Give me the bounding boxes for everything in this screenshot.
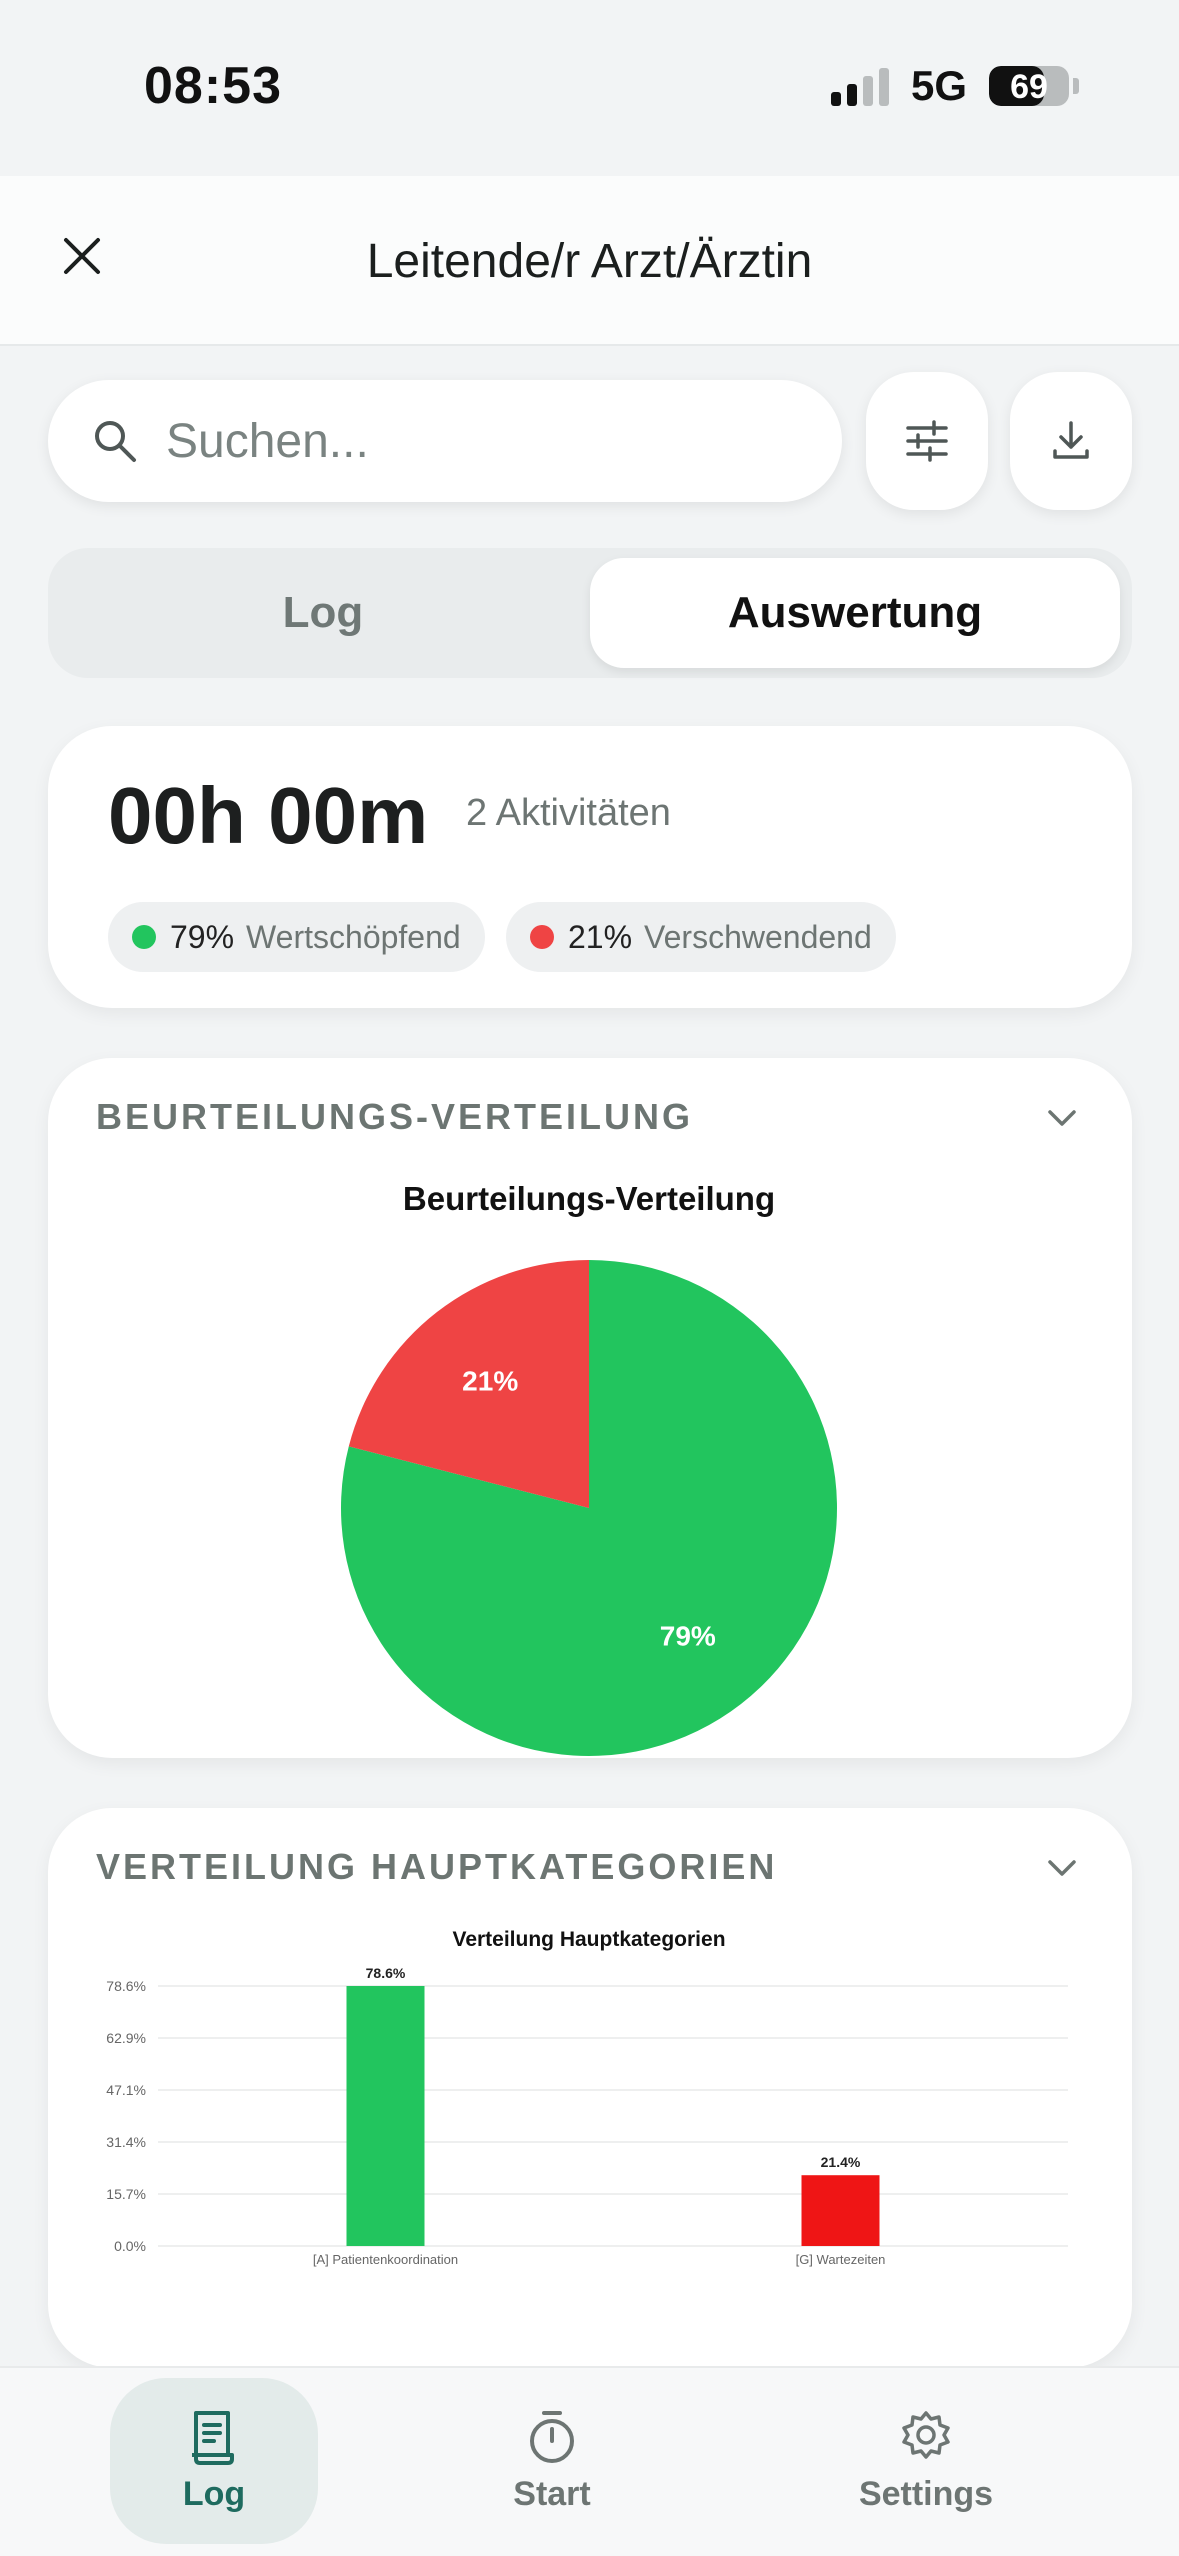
filter-button[interactable]: [866, 372, 988, 510]
status-bar: 08:53 5G 69: [0, 0, 1179, 176]
bar-value-label: 78.6%: [366, 1965, 406, 1981]
bar: [346, 1986, 425, 2246]
search-bar[interactable]: [48, 380, 842, 502]
network-label: 5G: [910, 62, 967, 109]
bar: [801, 2175, 880, 2246]
signal-icon: [830, 66, 889, 106]
y-tick-label: 0.0%: [114, 2238, 146, 2254]
nav-label: Log: [182, 2474, 246, 2513]
nav-log[interactable]: Log: [110, 2378, 318, 2544]
nav-settings[interactable]: Settings: [826, 2378, 1026, 2544]
y-tick-label: 62.9%: [106, 2030, 146, 2046]
x-tick-label: [G] Wartezeiten: [796, 2252, 886, 2267]
tab-auswertung[interactable]: Auswertung: [590, 558, 1120, 668]
status-indicators: 5G 69: [830, 62, 1079, 110]
total-duration: 00h 00m: [108, 771, 429, 860]
y-tick-label: 78.6%: [106, 1978, 146, 1994]
tab-log[interactable]: Log: [282, 588, 364, 637]
download-button[interactable]: [1010, 372, 1132, 510]
value-adding-badge: 79% Wertschöpfend: [108, 902, 485, 972]
page-header: Leitende/r Arzt/Ärztin: [0, 176, 1179, 346]
chevron-down-icon[interactable]: [1044, 1106, 1080, 1130]
search-icon: [95, 421, 136, 462]
y-tick-label: 15.7%: [106, 2186, 146, 2202]
bar-chart: Verteilung Hauptkategorien 0.0% 15.7% 31.4…: [106, 1928, 1068, 2267]
gear-icon: [902, 2410, 950, 2459]
green-dot: [132, 925, 156, 949]
waste-badge: 21% Verschwendend: [506, 902, 896, 972]
chevron-down-icon[interactable]: [1044, 1856, 1080, 1880]
bottom-navigation: Log Start Settings: [0, 2366, 1179, 2556]
beurteilung-section: BEURTEILUNGS-VERTEILUNG Beurteilungs-Ver…: [48, 1058, 1132, 1758]
slice-label: 79%: [660, 1620, 716, 1651]
close-button[interactable]: [52, 226, 112, 286]
battery-tip: [1073, 78, 1079, 94]
slice-label: 21%: [462, 1366, 518, 1397]
battery-level: 69: [1010, 68, 1048, 106]
bar-value-label: 21.4%: [821, 2154, 861, 2170]
search-input[interactable]: [166, 413, 766, 469]
download-icon: [1053, 421, 1089, 459]
pie-chart: Beurteilungs-Verteilung 79% 21%: [341, 1180, 837, 1756]
badge-percent: 79%: [170, 918, 235, 955]
section-title: VERTEILUNG HAUPTKATEGORIEN: [96, 1846, 778, 1887]
stopwatch-icon: [530, 2410, 574, 2463]
section-title: BEURTEILUNGS-VERTEILUNG: [96, 1096, 694, 1137]
summary-card: 00h 00m 2 Aktivitäten 79% Wertschöpfend …: [48, 726, 1132, 1008]
pie-slice: [348, 1260, 589, 1508]
sliders-icon: [906, 420, 948, 462]
view-switcher: Log Auswertung: [48, 548, 1132, 678]
receipt-icon: [192, 2410, 234, 2465]
nav-label: Start: [513, 2474, 591, 2513]
status-time: 08:53: [144, 57, 282, 115]
chart-title: Verteilung Hauptkategorien: [452, 1928, 725, 1951]
badge-label: Verschwendend: [644, 918, 872, 955]
page-title: Leitende/r Arzt/Ärztin: [366, 235, 813, 288]
activity-count: 2 Aktivitäten: [466, 792, 671, 834]
badge-label: Wertschöpfend: [246, 918, 461, 955]
badge-percent: 21%: [568, 918, 633, 955]
close-icon: [64, 238, 100, 274]
nav-label: Settings: [858, 2474, 994, 2513]
chart-title: Beurteilungs-Verteilung: [403, 1180, 775, 1217]
y-tick-label: 47.1%: [106, 2082, 146, 2098]
nav-start[interactable]: Start: [452, 2378, 652, 2544]
red-dot: [530, 925, 554, 949]
hauptkategorien-section: VERTEILUNG HAUPTKATEGORIEN Verteilung Ha…: [48, 1808, 1132, 2368]
y-tick-label: 31.4%: [106, 2134, 146, 2150]
x-tick-label: [A] Patientenkoordination: [313, 2252, 458, 2267]
battery-icon: 69: [989, 66, 1069, 106]
